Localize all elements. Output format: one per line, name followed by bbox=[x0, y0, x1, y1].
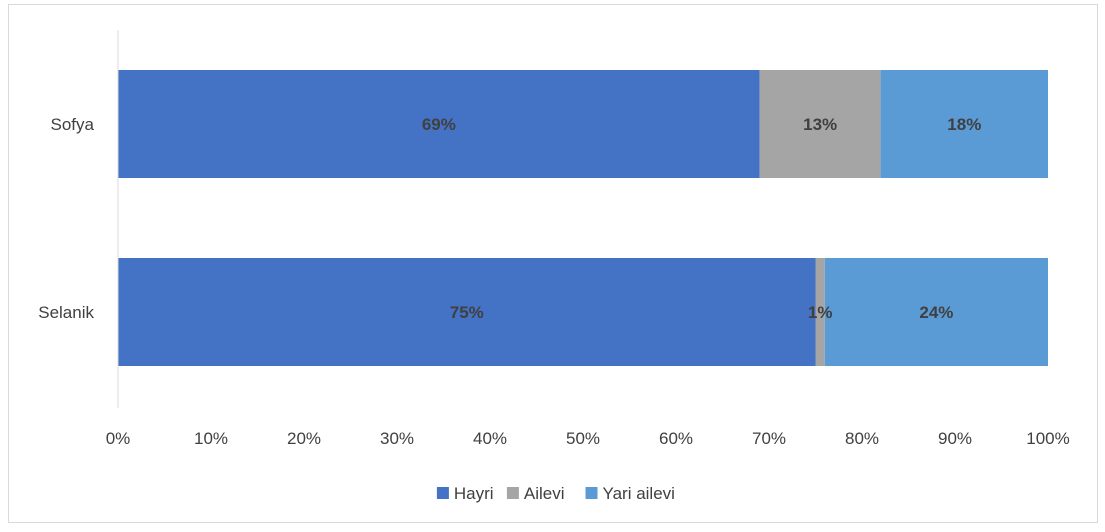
x-tick-label: 0% bbox=[106, 429, 131, 448]
bar-selanik-yari-ailevi bbox=[824, 258, 1048, 366]
data-label: 1% bbox=[808, 303, 833, 322]
legend-label: Hayri bbox=[454, 484, 494, 503]
data-label: 18% bbox=[947, 115, 981, 134]
x-tick-label: 70% bbox=[752, 429, 786, 448]
x-tick-label: 10% bbox=[194, 429, 228, 448]
data-label: 24% bbox=[919, 303, 953, 322]
legend-swatch bbox=[436, 487, 449, 499]
legend-swatch bbox=[506, 487, 519, 499]
x-tick-label: 40% bbox=[473, 429, 507, 448]
legend-label: Ailevi bbox=[524, 484, 565, 503]
x-tick-label: 30% bbox=[380, 429, 414, 448]
x-tick-label: 100% bbox=[1026, 429, 1069, 448]
data-label: 13% bbox=[803, 115, 837, 134]
data-label: 75% bbox=[450, 303, 484, 322]
category-label: Selanik bbox=[38, 303, 94, 322]
category-label: Sofya bbox=[51, 115, 95, 134]
bar-sofya-ailevi bbox=[759, 70, 881, 178]
data-label: 69% bbox=[422, 115, 456, 134]
x-tick-label: 50% bbox=[566, 429, 600, 448]
x-tick-label: 20% bbox=[287, 429, 321, 448]
bar-selanik-ailevi bbox=[815, 258, 825, 366]
x-tick-label: 60% bbox=[659, 429, 693, 448]
legend-label: Yari ailevi bbox=[603, 484, 675, 503]
bar-selanik-hayri bbox=[118, 258, 816, 366]
x-tick-label: 80% bbox=[845, 429, 879, 448]
legend-swatch bbox=[585, 487, 598, 499]
x-tick-label: 90% bbox=[938, 429, 972, 448]
bar-sofya-yari-ailevi bbox=[880, 70, 1048, 178]
bar-sofya-hayri bbox=[118, 70, 760, 178]
